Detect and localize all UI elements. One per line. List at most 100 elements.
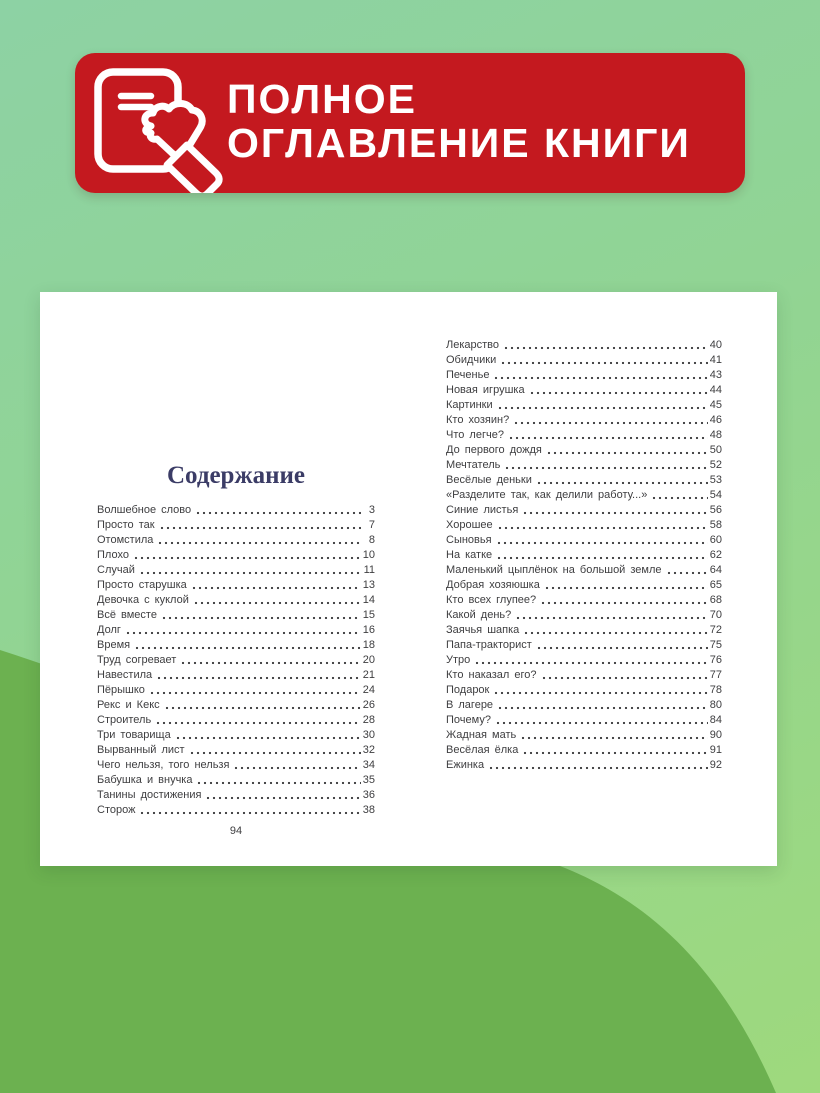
toc-dot-leader — [157, 541, 361, 545]
toc-entry-title: Кто хозяин? — [446, 414, 510, 426]
toc-entry: Жадная мать 90 — [446, 728, 722, 743]
toc-entry-page: 48 — [709, 429, 722, 441]
toc-entry: Заячья шапка 72 — [446, 623, 722, 638]
toc-entry-page: 92 — [709, 759, 722, 771]
toc-entry-title: Заячья шапка — [446, 624, 520, 636]
toc-entry-page: 54 — [709, 489, 722, 501]
toc-entry: Кто наказал его? 77 — [446, 668, 722, 683]
toc-entry: Синие листья 56 — [446, 503, 722, 518]
toc-entry-page: 46 — [709, 414, 722, 426]
toc-dot-leader — [196, 781, 361, 785]
toc-entry-title: Время — [97, 639, 131, 651]
toc-dot-leader — [507, 436, 708, 440]
toc-dot-leader — [174, 736, 361, 740]
toc-dot-leader — [540, 676, 708, 680]
toc-entry-title: Отомстила — [97, 534, 154, 546]
toc-entry-title: Какой день? — [446, 609, 512, 621]
toc-entry: Пёрышко 24 — [97, 683, 375, 698]
toc-entry-title: Плохо — [97, 549, 129, 561]
toc-dot-leader — [513, 421, 708, 425]
toc-entry-page: 35 — [362, 774, 375, 786]
toc-entry-title: В лагере — [446, 699, 494, 711]
toc-dot-leader — [124, 631, 361, 635]
toc-entry-page: 28 — [362, 714, 375, 726]
toc-dot-leader — [494, 721, 708, 725]
toc-entry: Навестила 21 — [97, 668, 375, 683]
toc-dot-leader — [195, 511, 361, 515]
toc-entry: Бабушка и внучка 35 — [97, 773, 375, 788]
toc-entry-page: 41 — [709, 354, 722, 366]
toc-entry-title: Сыновья — [446, 534, 492, 546]
toc-dot-leader — [522, 511, 708, 515]
toc-entry: Утро 76 — [446, 653, 722, 668]
toc-entry-title: Весёлые деньки — [446, 474, 532, 486]
toc-entry-page: 24 — [362, 684, 375, 696]
toc-entry: Кто всех глупее? 68 — [446, 593, 722, 608]
toc-entry-page: 18 — [362, 639, 375, 651]
toc-dot-leader — [522, 751, 708, 755]
toc-entry-title: Рекс и Кекс — [97, 699, 160, 711]
toc-entry-title: Хорошее — [446, 519, 493, 531]
toc-entry: Подарок 78 — [446, 683, 722, 698]
toc-entry: Маленький цыплёнок на большой земле 64 — [446, 563, 722, 578]
toc-entry-page: 65 — [709, 579, 722, 591]
toc-entry-title: Волшебное слово — [97, 504, 192, 516]
toc-entry-page: 40 — [709, 339, 722, 351]
toc-entry-title: Всё вместе — [97, 609, 157, 621]
toc-entry: Чего нельзя, того нельзя 34 — [97, 758, 375, 773]
toc-dot-leader — [535, 481, 708, 485]
toc-entry-page: 7 — [368, 519, 375, 531]
toc-entry: Весёлые деньки 53 — [446, 473, 722, 488]
book-page-spread: Содержание Волшебное слово 3 Просто так 7 От… — [40, 292, 777, 866]
toc-entry-title: Весёлая ёлка — [446, 744, 519, 756]
toc-entry-page: 15 — [362, 609, 375, 621]
toc-entry: Случай 11 — [97, 563, 375, 578]
toc-entry-title: Подарок — [446, 684, 490, 696]
toc-entry-title: Труд согревает — [97, 654, 177, 666]
toc-entry-title: Строитель — [97, 714, 152, 726]
toc-dot-leader — [497, 706, 708, 710]
toc-entry-title: Лекарство — [446, 339, 500, 351]
toc-entry-page: 50 — [709, 444, 722, 456]
toc-entry: Всё вместе 15 — [97, 608, 375, 623]
toc-entry-page: 13 — [362, 579, 375, 591]
toc-dot-leader — [504, 466, 708, 470]
toc-dot-leader — [520, 736, 708, 740]
toc-entry-page: 53 — [709, 474, 722, 486]
toc-entry-page: 60 — [709, 534, 722, 546]
toc-dot-leader — [155, 721, 361, 725]
toc-entry: Время 18 — [97, 638, 375, 653]
book-with-writing-hand-icon — [94, 68, 223, 193]
toc-entry-title: Долг — [97, 624, 121, 636]
toc-dot-leader — [474, 661, 708, 665]
toc-dot-leader — [205, 796, 361, 800]
banner-title-line1: ПОЛНОЕ — [227, 76, 417, 122]
toc-dot-leader — [163, 706, 361, 710]
toc-entry-title: Добрая хозяюшка — [446, 579, 540, 591]
toc-entry: Обидчики 41 — [446, 353, 722, 368]
toc-entry-page: 14 — [362, 594, 375, 606]
toc-dot-leader — [496, 406, 708, 410]
toc-entry-page: 30 — [362, 729, 375, 741]
toc-entry-title: Жадная мать — [446, 729, 517, 741]
toc-entry-page: 70 — [709, 609, 722, 621]
toc-entry: Что легче? 48 — [446, 428, 722, 443]
toc-entry-page: 56 — [709, 504, 722, 516]
toc-dot-leader — [651, 496, 708, 500]
toc-entry-title: Просто старушка — [97, 579, 187, 591]
toc-entry-title: Утро — [446, 654, 471, 666]
contents-title: Содержание — [166, 462, 305, 489]
toc-dot-leader — [503, 346, 708, 350]
toc-entry: Ежинка 92 — [446, 758, 722, 773]
toc-entry: Просто старушка 13 — [97, 578, 375, 593]
toc-entry: Сторож 38 — [97, 803, 375, 818]
toc-dot-leader — [523, 631, 708, 635]
toc-entry-title: Три товарища — [97, 729, 171, 741]
toc-dot-leader — [156, 676, 361, 680]
toc-dot-leader — [138, 571, 361, 575]
toc-dot-leader — [134, 646, 361, 650]
banner-title-line2: ОГЛАВЛЕНИЕ КНИГИ — [227, 120, 691, 166]
toc-entry-title: Пёрышко — [97, 684, 145, 696]
toc-entry-title: Танины достижения — [97, 789, 202, 801]
